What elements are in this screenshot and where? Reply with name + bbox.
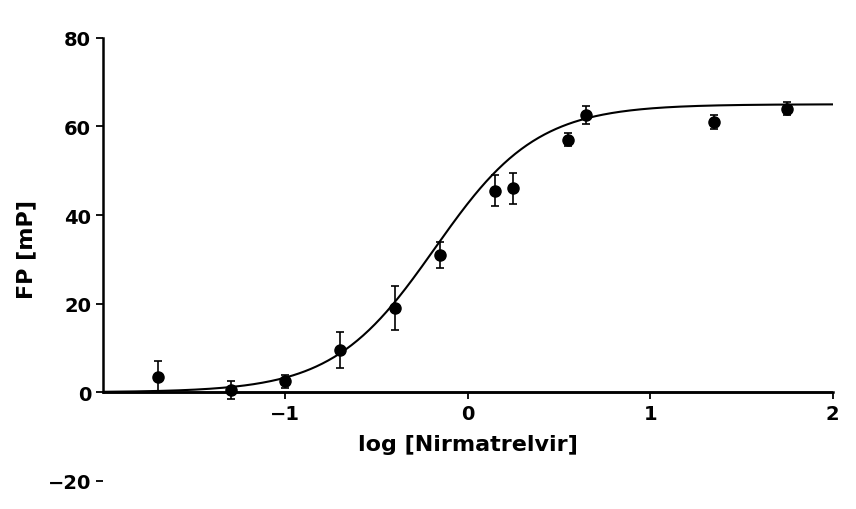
Y-axis label: FP [mP]: FP [mP] [16, 200, 37, 298]
X-axis label: log [Nirmatrelvir]: log [Nirmatrelvir] [358, 434, 578, 454]
